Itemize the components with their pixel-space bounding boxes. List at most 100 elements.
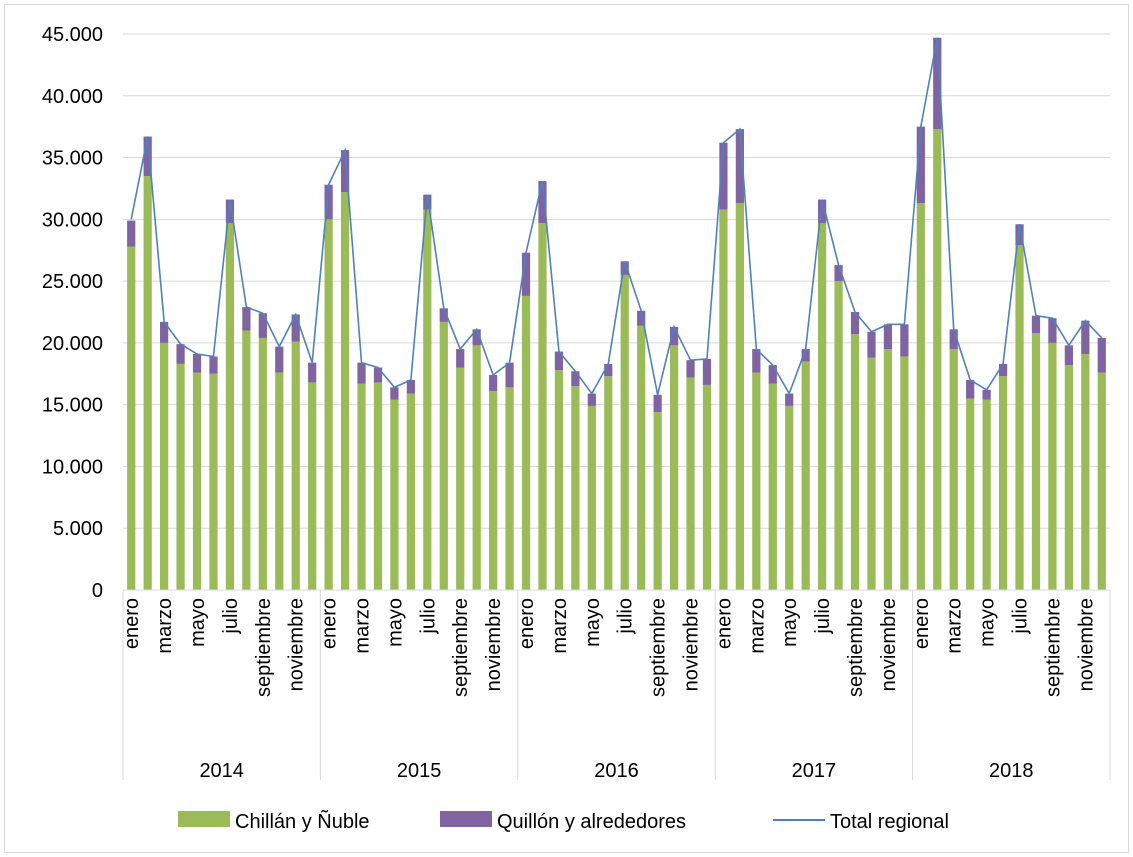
bar-quillon-alrededores [571,371,580,387]
bar-quillon-alrededores [669,326,679,346]
legend-swatch-chillan [178,811,230,827]
x-year-label: 2015 [397,760,442,782]
x-year-label: 2017 [792,760,837,782]
bar-chillan-nuble [242,330,251,590]
bar-quillon-alrededores [850,312,860,335]
x-month-label: enero [319,598,341,649]
bar-quillon-alrededores [505,362,514,388]
bar-chillan-nuble [505,387,514,590]
bar-quillon-alrededores [637,310,646,326]
legend-label-total: Total regional [830,811,949,833]
bar-quillon-alrededores [587,393,596,406]
bar-chillan-nuble [340,192,350,590]
bar-quillon-alrededores [390,387,399,400]
bar-quillon-alrededores [242,307,251,331]
x-month-label: noviembre [878,598,900,691]
bar-chillan-nuble [850,334,860,590]
bar-quillon-alrededores [818,199,827,224]
bar-chillan-nuble [916,203,925,590]
legend-label-chillan: Chillán y Ñuble [235,809,370,833]
x-month-label: enero [516,598,538,649]
bar-quillon-alrededores [472,329,481,346]
bar-quillon-alrededores [127,220,136,247]
bar-chillan-nuble [735,203,744,590]
bar-chillan-nuble [472,345,481,590]
x-year-label: 2014 [199,760,244,782]
bar-chillan-nuble [1031,333,1041,590]
x-month-label: enero [713,598,735,649]
x-month-label: septiembre [648,598,670,697]
bar-quillon-alrededores [966,379,975,399]
bar-quillon-alrededores [801,349,810,362]
bar-chillan-nuble [785,405,794,590]
bar-quillon-alrededores [308,362,317,383]
bar-chillan-nuble [127,246,136,590]
bar-quillon-alrededores [719,142,728,210]
x-month-label: mayo [977,598,999,647]
bar-chillan-nuble [176,363,185,590]
bar-chillan-nuble [456,367,465,590]
bar-chillan-nuble [982,399,991,590]
bar-quillon-alrededores [604,363,613,377]
x-month-label: mayo [384,598,406,647]
x-month-label: marzo [352,598,374,654]
bar-chillan-nuble [933,129,942,591]
bar-chillan-nuble [390,399,399,590]
bar-chillan-nuble [900,356,909,590]
bar-chillan-nuble [653,412,662,590]
bar-quillon-alrededores [521,252,531,296]
bar-quillon-alrededores [933,37,942,130]
line-total-regional [130,37,1103,396]
bar-chillan-nuble [406,393,415,590]
bar-quillon-alrededores [1081,320,1090,355]
x-month-label: mayo [582,598,604,647]
bar-quillon-alrededores [357,362,366,384]
bar-chillan-nuble [949,349,958,590]
bar-chillan-nuble [571,386,580,590]
bar-chillan-nuble [423,209,432,590]
bar-quillon-alrededores [735,129,744,204]
bar-quillon-alrededores [373,367,383,383]
bar-chillan-nuble [768,383,777,590]
x-month-label: marzo [746,598,768,654]
bar-quillon-alrededores [620,261,629,275]
x-month-label: julio [220,598,242,635]
bar-quillon-alrededores [867,331,876,358]
x-month-label: mayo [779,598,801,647]
bar-quillon-alrededores [275,346,284,373]
x-year-label: 2016 [594,760,639,782]
bar-quillon-alrededores [949,329,958,350]
bar-quillon-alrededores [439,308,448,322]
bar-quillon-alrededores [883,324,893,350]
bar-chillan-nuble [669,345,679,590]
legend: Chillán y Ñuble Quillón y alrededores To… [178,809,949,833]
bar-quillon-alrededores [752,349,761,373]
y-tick-label: 25.000 [42,271,103,293]
bar-chillan-nuble [752,372,761,590]
bar-quillon-alrededores [225,199,235,224]
x-month-label: noviembre [483,598,505,691]
bar-chillan-nuble [883,349,893,590]
bar-quillon-alrededores [1097,337,1106,373]
bar-quillon-alrededores [406,379,415,394]
bar-quillon-alrededores [554,351,564,371]
bar-quillon-alrededores [160,321,169,343]
bar-chillan-nuble [834,281,843,590]
bar-chillan-nuble [1081,354,1090,590]
bar-quillon-alrededores [143,136,152,177]
bar-chillan-nuble [818,223,827,591]
bar-chillan-nuble [521,295,531,590]
bar-chillan-nuble [867,357,876,590]
bar-chillan-nuble [192,372,202,590]
x-month-label: septiembre [450,598,472,697]
bar-chillan-nuble [637,325,646,590]
bar-quillon-alrededores [982,389,991,400]
bar-chillan-nuble [998,376,1008,590]
bar-quillon-alrededores [768,365,777,384]
bar-chillan-nuble [554,370,564,590]
x-month-label: noviembre [286,598,308,691]
y-tick-label: 20.000 [42,333,103,355]
bar-chillan-nuble [966,398,975,590]
bar-chillan-nuble [291,341,300,590]
